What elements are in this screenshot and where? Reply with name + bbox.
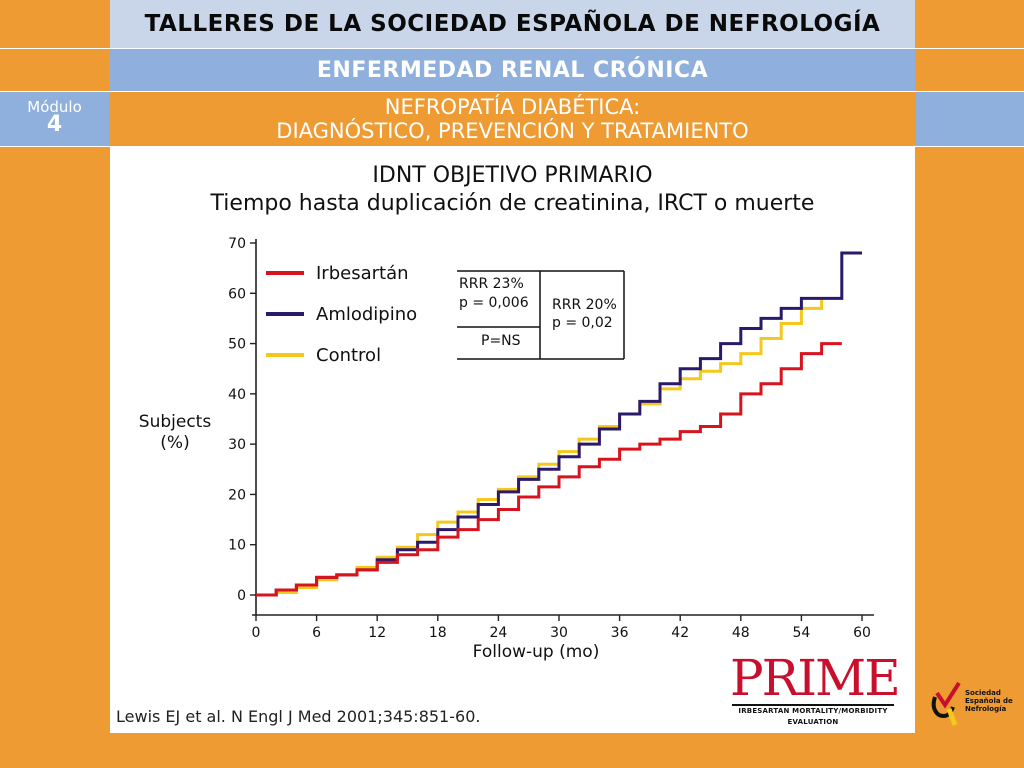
course-subtitle: ENFERMEDAD RENAL CRÓNICA xyxy=(110,49,915,91)
legend-label: Irbesartán xyxy=(316,263,409,284)
section-title: NEFROPATÍA DIABÉTICA: DIAGNÓSTICO, PREVE… xyxy=(110,92,915,146)
x-tick-label: 42 xyxy=(671,625,689,641)
chart-series xyxy=(256,251,862,597)
section-title-line2: DIAGNÓSTICO, PREVENCIÓN Y TRATAMIENTO xyxy=(276,119,749,143)
chart-title: IDNT OBJETIVO PRIMARIO xyxy=(372,163,653,188)
y-tick-label: 50 xyxy=(228,337,246,353)
legend-label: Control xyxy=(316,345,381,366)
chart-subtitle: Tiempo hasta duplicación de creatinina, … xyxy=(210,191,815,216)
y-tick-label: 40 xyxy=(228,387,246,403)
chart-legend: Irbesartán Amlodipino Control xyxy=(266,263,417,366)
header-right-block xyxy=(916,92,1024,146)
module-number: 4 xyxy=(46,112,63,137)
module-badge: Módulo 4 xyxy=(0,92,109,146)
sen-logo-line1: Sociedad xyxy=(965,689,1001,697)
sen-logo-line3: Nefrología xyxy=(965,705,1007,713)
x-tick-label: 6 xyxy=(312,625,321,641)
y-tick-label: 70 xyxy=(228,236,246,252)
y-tick-label: 20 xyxy=(228,487,246,503)
y-axis-label-line1: Subjects xyxy=(139,412,212,432)
x-tick-label: 36 xyxy=(611,625,629,641)
y-axis-label-line2: (%) xyxy=(160,433,189,453)
presentation-title: TALLERES DE LA SOCIEDAD ESPAÑOLA DE NEFR… xyxy=(110,0,915,48)
x-tick-label: 12 xyxy=(368,625,386,641)
citation: Lewis EJ et al. N Engl J Med 2001;345:85… xyxy=(116,707,481,726)
x-tick-label: 18 xyxy=(429,625,447,641)
annotation-text: RRR 20% xyxy=(552,297,617,313)
y-tick-label: 30 xyxy=(228,437,246,453)
sen-logo-line2: Española de xyxy=(965,697,1013,705)
x-tick-label: 30 xyxy=(550,625,568,641)
x-tick-label: 60 xyxy=(853,625,871,641)
y-tick-label: 10 xyxy=(228,538,246,554)
series-line-irbesartan xyxy=(256,342,842,597)
prime-logo: PRIME IRBESARTAN MORTALITY/MORBIDITY EVA… xyxy=(730,649,901,726)
annotation-text: P=NS xyxy=(481,333,521,349)
sen-logo-text: Sociedad Española de Nefrología xyxy=(965,689,1013,713)
sen-emblem-icon xyxy=(931,681,961,726)
chart-axes: 0 10 20 30 40 50 60 70 0 6 12 18 24 30 36 42 48 54 60 xyxy=(228,236,874,641)
sen-logo: Sociedad Española de Nefrología xyxy=(925,675,1020,735)
y-tick-label: 60 xyxy=(228,286,246,302)
y-tick-label: 0 xyxy=(237,588,246,604)
prime-logo-word: PRIME xyxy=(730,649,901,707)
x-tick-label: 24 xyxy=(489,625,507,641)
legend-label: Amlodipino xyxy=(316,304,417,325)
annotation-text: p = 0,006 xyxy=(459,295,529,311)
annotation-text: RRR 23% xyxy=(459,276,524,292)
x-tick-label: 54 xyxy=(792,625,810,641)
annotation-text: p = 0,02 xyxy=(552,315,613,331)
x-axis-label: Follow-up (mo) xyxy=(473,642,600,662)
section-title-line1: NEFROPATÍA DIABÉTICA: xyxy=(384,95,641,119)
module-label: Módulo xyxy=(27,98,82,116)
rrr-annotation-table: RRR 23% p = 0,006 RRR 20% p = 0,02 P=NS xyxy=(457,270,625,360)
slide-content-panel: IDNT OBJETIVO PRIMARIO Tiempo hasta dupl… xyxy=(110,147,915,733)
prime-logo-tagline: IRBESARTAN MORTALITY/MORBIDITY EVALUATIO… xyxy=(732,704,894,726)
survival-chart: 0 10 20 30 40 50 60 70 0 6 12 18 24 30 36 42 48 54 60 Irbe… xyxy=(139,236,874,662)
x-tick-label: 48 xyxy=(732,625,750,641)
x-tick-label: 0 xyxy=(252,625,261,641)
